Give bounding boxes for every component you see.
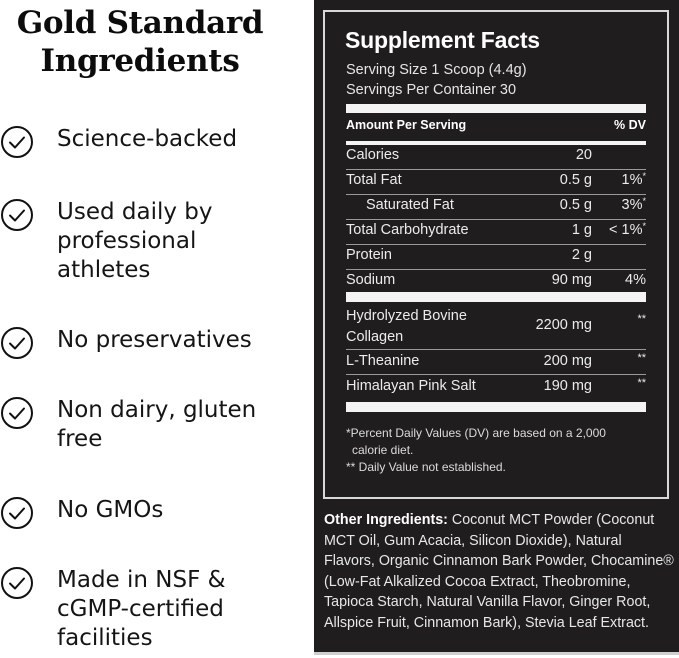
feature-item: Non dairy, gluten free bbox=[0, 396, 282, 454]
dv-value: 1% bbox=[621, 172, 643, 188]
ingredient-dv: ** bbox=[637, 313, 646, 325]
headline-line-1: Gold Standard bbox=[16, 5, 264, 41]
nutrient-amount: 20 bbox=[575, 147, 592, 163]
feature-item: Made in NSF & cGMP-certified facilities bbox=[0, 566, 272, 653]
footnote-not-established: ** Daily Value not established. bbox=[346, 460, 506, 474]
amount-header: Amount Per Serving % DV bbox=[346, 118, 646, 132]
feature-item: No GMOs bbox=[0, 496, 297, 530]
headline-line-2: Ingredients bbox=[40, 43, 240, 79]
serving-size: Serving Size 1 Scoop (4.4g) bbox=[346, 62, 527, 78]
nutrient-row: Calories 20 bbox=[346, 145, 646, 170]
check-circle-icon bbox=[0, 125, 34, 159]
nutrient-name: Total Fat bbox=[346, 172, 402, 188]
nutrient-name: Calories bbox=[346, 147, 400, 163]
nutrient-name: Total Carbohydrate bbox=[346, 222, 469, 238]
feature-label: No GMOs bbox=[57, 497, 164, 523]
dv-footnote-mark: * bbox=[642, 196, 646, 206]
check-circle-icon bbox=[0, 396, 34, 430]
ingredient-amount: 190 mg bbox=[543, 378, 592, 394]
check-circle-icon bbox=[0, 198, 34, 232]
ingredient-row: Hydrolyzed Bovine Collagen 2200 mg ** bbox=[346, 304, 646, 350]
nutrient-dv: 4% bbox=[625, 272, 646, 288]
other-ingredients-label: Other Ingredients: bbox=[324, 512, 448, 528]
ingredient-amount: 200 mg bbox=[543, 353, 592, 369]
ingredient-name-line-1: Hydrolyzed Bovine bbox=[346, 308, 467, 324]
nutrient-amount: 90 mg bbox=[551, 272, 592, 288]
medium-divider bbox=[346, 141, 646, 145]
feature-label: Used daily by professional athletes bbox=[57, 199, 213, 283]
nutrient-name: Sodium bbox=[346, 272, 396, 288]
nutrient-row: Saturated Fat 0.5 g 3%* bbox=[346, 195, 646, 220]
ingredient-dv: ** bbox=[637, 352, 646, 364]
ingredient-name-line-2: Collagen bbox=[346, 329, 404, 345]
headline: Gold Standard Ingredients bbox=[0, 4, 280, 80]
supplement-facts-box bbox=[323, 10, 669, 499]
other-ingredients-text: Coconut MCT Powder (Coconut MCT Oil, Gum… bbox=[324, 512, 674, 631]
nutrient-amount: 0.5 g bbox=[559, 197, 592, 213]
footnote-dv: *Percent Daily Values (DV) are based on … bbox=[346, 425, 656, 459]
check-circle-icon bbox=[0, 566, 34, 600]
features-column: Gold Standard Ingredients Science-backed… bbox=[0, 0, 300, 658]
ingredient-amount: 2200 mg bbox=[535, 317, 592, 333]
feature-label: Science-backed bbox=[57, 126, 238, 152]
ingredient-name: L-Theanine bbox=[346, 353, 420, 369]
nutrient-amount: 0.5 g bbox=[559, 172, 592, 188]
nutrient-dv: < 1%* bbox=[609, 221, 646, 238]
feature-item: No preservatives bbox=[0, 326, 297, 360]
nutrient-row: Total Fat 0.5 g 1%* bbox=[346, 170, 646, 195]
nutrient-name: Protein bbox=[346, 247, 392, 263]
ingredient-name: Hydrolyzed Bovine Collagen bbox=[346, 306, 467, 348]
dv-footnote-mark: * bbox=[642, 221, 646, 231]
thick-divider bbox=[346, 292, 646, 302]
ingredient-name: Himalayan Pink Salt bbox=[346, 378, 476, 394]
ingredient-row: Himalayan Pink Salt 190 mg ** bbox=[346, 375, 646, 400]
nutrient-amount: 1 g bbox=[571, 222, 592, 238]
feature-label: No preservatives bbox=[57, 327, 252, 353]
feature-label: Non dairy, gluten free bbox=[57, 397, 257, 452]
check-circle-icon bbox=[0, 496, 34, 530]
nutrient-amount: 2 g bbox=[571, 247, 592, 263]
feature-label: Made in NSF & cGMP-certified facilities bbox=[57, 567, 226, 651]
nutrient-row: Protein 2 g bbox=[346, 245, 646, 270]
ingredient-dv: ** bbox=[637, 377, 646, 389]
dv-value: < 1% bbox=[609, 222, 643, 238]
ingredient-row: L-Theanine 200 mg ** bbox=[346, 350, 646, 375]
nutrient-dv: 3%* bbox=[621, 196, 646, 213]
other-ingredients: Other Ingredients: Coconut MCT Powder (C… bbox=[324, 510, 674, 634]
thick-divider bbox=[346, 402, 646, 412]
nutrient-row: Sodium 90 mg 4% bbox=[346, 270, 646, 291]
nutrient-name: Saturated Fat bbox=[366, 197, 454, 213]
footnote-dv-line-1: *Percent Daily Values (DV) are based on … bbox=[346, 426, 606, 440]
facts-title: Supplement Facts bbox=[345, 27, 540, 53]
dv-footnote-mark: * bbox=[642, 171, 646, 181]
nutrient-dv: 1%* bbox=[621, 171, 646, 188]
feature-item: Science-backed bbox=[0, 125, 297, 159]
servings-per-container: Servings Per Container 30 bbox=[346, 82, 517, 98]
footnote-dv-line-2: calorie diet. bbox=[352, 443, 414, 457]
dv-label: % DV bbox=[614, 118, 646, 132]
nutrient-row: Total Carbohydrate 1 g < 1%* bbox=[346, 220, 646, 245]
thick-divider bbox=[346, 104, 646, 113]
amount-per-serving-label: Amount Per Serving bbox=[346, 118, 467, 132]
feature-item: Used daily by professional athletes bbox=[0, 198, 247, 285]
dv-value: 3% bbox=[621, 197, 643, 213]
supplement-facts-panel: Supplement Facts Serving Size 1 Scoop (4… bbox=[314, 0, 679, 655]
check-circle-icon bbox=[0, 326, 34, 360]
